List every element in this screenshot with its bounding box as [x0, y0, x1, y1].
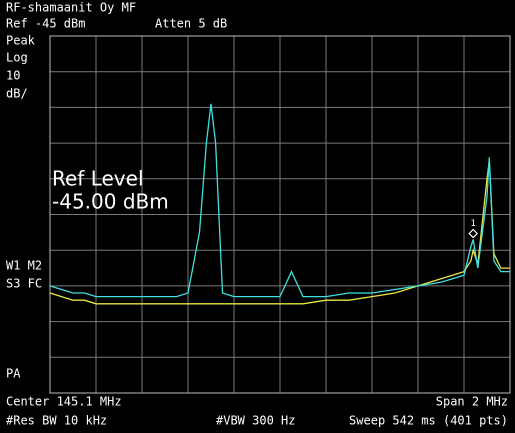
center: Center 145.1 MHz	[6, 395, 122, 409]
atten: Atten 5 dB	[155, 17, 227, 31]
ref-level-value: -45.00 dBm	[52, 190, 169, 214]
pa: PA	[6, 367, 21, 381]
sweep: Sweep 542 ms (401 pts)	[349, 414, 508, 428]
title: RF-shamaanit Oy MF	[6, 1, 136, 15]
scale: Log	[6, 51, 28, 65]
rbw: #Res BW 10 kHz	[6, 414, 107, 428]
trace	[49, 103, 510, 298]
trace-info: S3 FC	[6, 277, 42, 291]
unit: dB/	[6, 87, 28, 101]
detector: Peak	[6, 34, 36, 48]
span: Span 2 MHz	[436, 395, 508, 409]
ref: Ref -45 dBm	[6, 17, 85, 31]
per-div: 10	[6, 69, 20, 83]
ref-level-label: Ref Level	[52, 167, 144, 191]
vbw: #VBW 300 Hz	[216, 414, 295, 428]
marker	[468, 228, 479, 239]
graticule-frame	[49, 35, 511, 394]
trace	[49, 160, 510, 305]
plot: 1	[49, 35, 511, 394]
marker-label: 1	[470, 219, 475, 229]
trace-info: W1 M2	[6, 259, 42, 273]
